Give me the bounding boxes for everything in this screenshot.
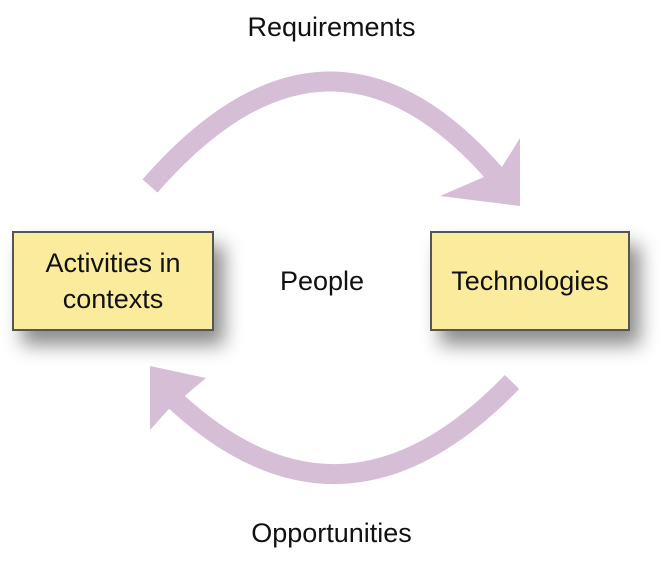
top-arrow-arc (142, 71, 508, 193)
opportunities-label: Opportunities (251, 518, 412, 548)
technologies-box: Technologies (430, 231, 630, 331)
activities-box-line2: contexts (62, 284, 164, 314)
activities-box-line1: Activities in (45, 248, 181, 278)
activities-box: Activities in contexts (12, 231, 214, 331)
bottom-arrow-head (150, 366, 206, 430)
people-label: People (279, 266, 365, 296)
technologies-box-label: Technologies (451, 266, 609, 296)
requirements-label: Requirements (247, 12, 416, 42)
bottom-arrow-arc (161, 375, 520, 485)
top-arrow-head (440, 138, 520, 206)
